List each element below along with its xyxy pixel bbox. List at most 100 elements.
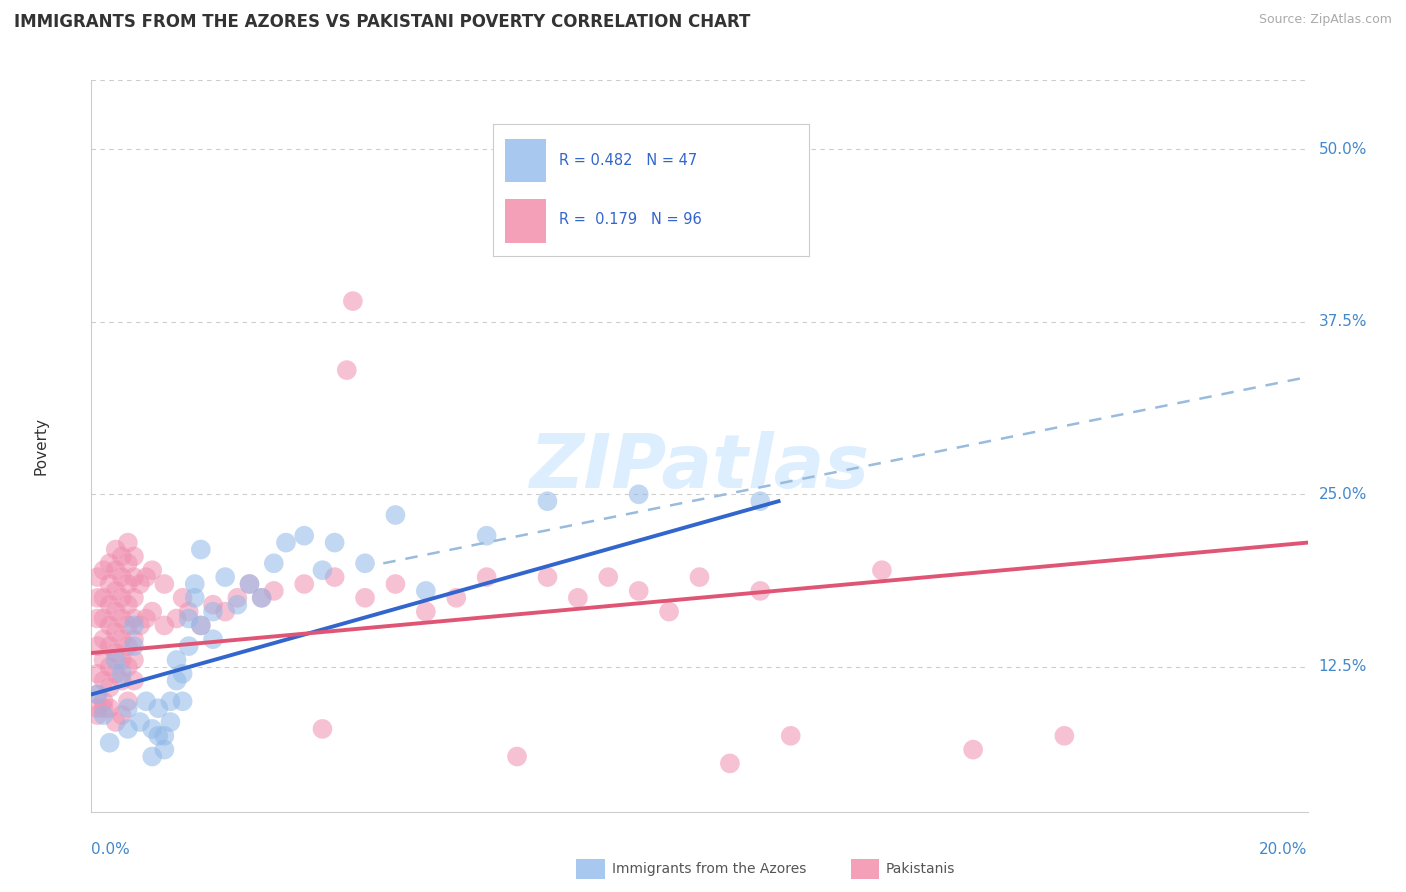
Point [962,742,984,756]
Text: 50.0%: 50.0% [1319,142,1367,157]
Point [190,542,212,557]
Point [311,563,333,577]
Point [141,563,163,577]
Point [342,294,364,309]
Point [354,591,377,605]
Point [238,577,260,591]
Point [104,714,127,729]
Point [135,611,157,625]
Point [117,722,139,736]
Point [117,577,139,591]
Point [104,666,127,681]
Point [384,508,406,522]
Text: Source: ZipAtlas.com: Source: ZipAtlas.com [1258,13,1392,27]
Point [475,570,498,584]
Point [749,583,772,598]
Point [86,708,108,723]
Point [117,660,139,674]
Point [475,529,498,543]
Point [93,591,115,605]
Point [250,591,273,605]
Point [214,605,236,619]
Point [135,694,157,708]
Point [627,583,650,598]
Text: 12.5%: 12.5% [1319,659,1367,674]
Point [749,494,772,508]
Text: 20.0%: 20.0% [1260,842,1308,857]
Point [172,666,194,681]
Point [122,591,145,605]
Point [86,591,108,605]
Point [506,749,529,764]
Point [104,563,127,577]
Point [122,570,145,584]
Point [111,708,134,723]
Point [141,605,163,619]
Point [190,618,212,632]
Point [93,653,115,667]
Point [117,701,139,715]
Point [263,583,285,598]
Point [93,611,115,625]
Point [177,639,200,653]
Point [718,756,741,771]
Point [86,639,108,653]
Point [202,598,225,612]
Point [172,694,194,708]
Text: ZIPatlas: ZIPatlas [530,432,869,505]
Point [415,583,437,598]
Point [148,701,170,715]
Point [98,660,121,674]
Point [98,701,121,715]
Point [444,591,467,605]
Point [98,639,121,653]
Point [111,673,134,688]
Point [166,673,188,688]
Point [323,570,346,584]
Point [122,639,145,653]
Point [111,632,134,647]
Point [93,673,115,688]
Point [202,605,225,619]
Point [779,729,801,743]
Point [159,694,181,708]
Point [166,611,188,625]
Point [536,570,558,584]
Point [177,611,200,625]
Point [190,618,212,632]
Point [567,591,589,605]
Point [1053,729,1076,743]
Point [93,708,115,723]
Point [111,549,134,564]
Point [148,729,170,743]
Point [93,694,115,708]
Point [870,563,893,577]
Text: 37.5%: 37.5% [1319,314,1367,329]
Point [93,632,115,647]
Point [658,605,681,619]
Text: Immigrants from the Azores: Immigrants from the Azores [612,862,806,876]
Point [86,611,108,625]
Point [323,535,346,549]
Point [111,653,134,667]
Point [274,535,297,549]
Point [98,577,121,591]
Point [86,701,108,715]
Point [104,653,127,667]
Point [336,363,359,377]
Point [159,714,181,729]
Point [86,687,108,701]
Point [263,557,285,571]
Point [98,681,121,695]
Point [122,653,145,667]
Text: Pakistanis: Pakistanis [886,862,955,876]
Point [292,577,315,591]
Point [104,605,127,619]
Point [354,557,377,571]
Point [141,722,163,736]
Point [122,632,145,647]
Point [117,557,139,571]
Point [122,618,145,632]
Point [86,570,108,584]
Point [184,577,207,591]
